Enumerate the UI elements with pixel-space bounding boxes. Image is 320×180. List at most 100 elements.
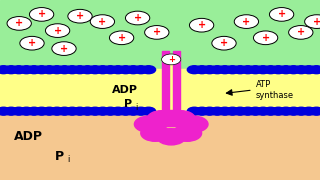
Bar (23, 70, 29, 93)
Text: +: + (261, 33, 270, 43)
Circle shape (42, 107, 56, 115)
Circle shape (269, 8, 294, 21)
Text: +: + (153, 27, 161, 37)
Text: +: + (117, 33, 126, 43)
Circle shape (256, 66, 270, 74)
Bar (100, 70, 106, 93)
Bar (199, 88, 205, 111)
Circle shape (271, 107, 285, 115)
Text: +: + (60, 44, 68, 54)
Bar (8, 70, 14, 93)
Bar (283, 70, 289, 93)
Bar (167, 57, 176, 115)
Circle shape (166, 111, 195, 127)
Circle shape (96, 66, 110, 74)
Circle shape (20, 36, 44, 50)
Circle shape (65, 66, 79, 74)
Bar (173, 51, 180, 115)
Circle shape (157, 129, 186, 145)
Text: +: + (313, 17, 320, 27)
Bar (306, 88, 312, 111)
Circle shape (80, 107, 94, 115)
Bar (145, 70, 152, 93)
Circle shape (0, 66, 11, 74)
Circle shape (264, 107, 278, 115)
Bar (199, 70, 205, 93)
Circle shape (203, 66, 217, 74)
Bar (16, 88, 22, 111)
Bar (84, 70, 91, 93)
Circle shape (88, 107, 102, 115)
Bar (69, 88, 76, 111)
Circle shape (134, 116, 163, 132)
Bar (252, 88, 259, 111)
Circle shape (241, 66, 255, 74)
Text: +: + (98, 17, 107, 27)
Text: +: + (297, 27, 305, 37)
Bar (298, 88, 304, 111)
Circle shape (279, 107, 293, 115)
Circle shape (226, 66, 240, 74)
Bar (252, 70, 259, 93)
Circle shape (218, 107, 232, 115)
Circle shape (248, 107, 262, 115)
Circle shape (80, 66, 94, 74)
Bar (260, 70, 266, 93)
Bar (162, 51, 169, 115)
Bar (123, 88, 129, 111)
Circle shape (90, 15, 115, 28)
Circle shape (264, 66, 278, 74)
Bar (61, 70, 68, 93)
Circle shape (195, 107, 209, 115)
Circle shape (7, 17, 31, 30)
Circle shape (212, 36, 236, 50)
Circle shape (286, 66, 300, 74)
Bar (191, 88, 197, 111)
Text: P: P (55, 150, 64, 163)
Bar (222, 88, 228, 111)
Text: +: + (168, 55, 175, 64)
Circle shape (234, 15, 259, 28)
Text: P: P (124, 99, 132, 109)
Bar (291, 88, 297, 111)
Circle shape (141, 66, 156, 74)
Bar (268, 88, 274, 111)
Bar (313, 88, 320, 111)
Bar (275, 70, 282, 93)
Bar (260, 88, 266, 111)
Circle shape (294, 66, 308, 74)
Circle shape (286, 107, 300, 115)
Circle shape (134, 66, 148, 74)
Bar (77, 70, 83, 93)
Circle shape (42, 66, 56, 74)
Circle shape (103, 107, 117, 115)
Bar (77, 88, 83, 111)
Circle shape (187, 107, 201, 115)
Circle shape (210, 107, 224, 115)
Bar (145, 88, 152, 111)
Circle shape (27, 66, 41, 74)
Bar (229, 70, 236, 93)
Bar (275, 88, 282, 111)
Circle shape (73, 107, 87, 115)
Circle shape (12, 66, 26, 74)
Circle shape (126, 107, 140, 115)
Bar (107, 88, 114, 111)
Bar (138, 88, 144, 111)
Bar (283, 88, 289, 111)
Circle shape (50, 66, 64, 74)
Bar (92, 88, 98, 111)
Circle shape (27, 107, 41, 115)
Circle shape (35, 107, 49, 115)
Bar (291, 70, 297, 93)
Circle shape (50, 107, 64, 115)
Bar (46, 70, 52, 93)
Text: +: + (15, 18, 23, 28)
Bar (237, 70, 243, 93)
Circle shape (256, 107, 270, 115)
Bar (38, 88, 45, 111)
Circle shape (103, 66, 117, 74)
Text: +: + (76, 11, 84, 21)
Bar (92, 70, 98, 93)
Circle shape (289, 26, 313, 39)
